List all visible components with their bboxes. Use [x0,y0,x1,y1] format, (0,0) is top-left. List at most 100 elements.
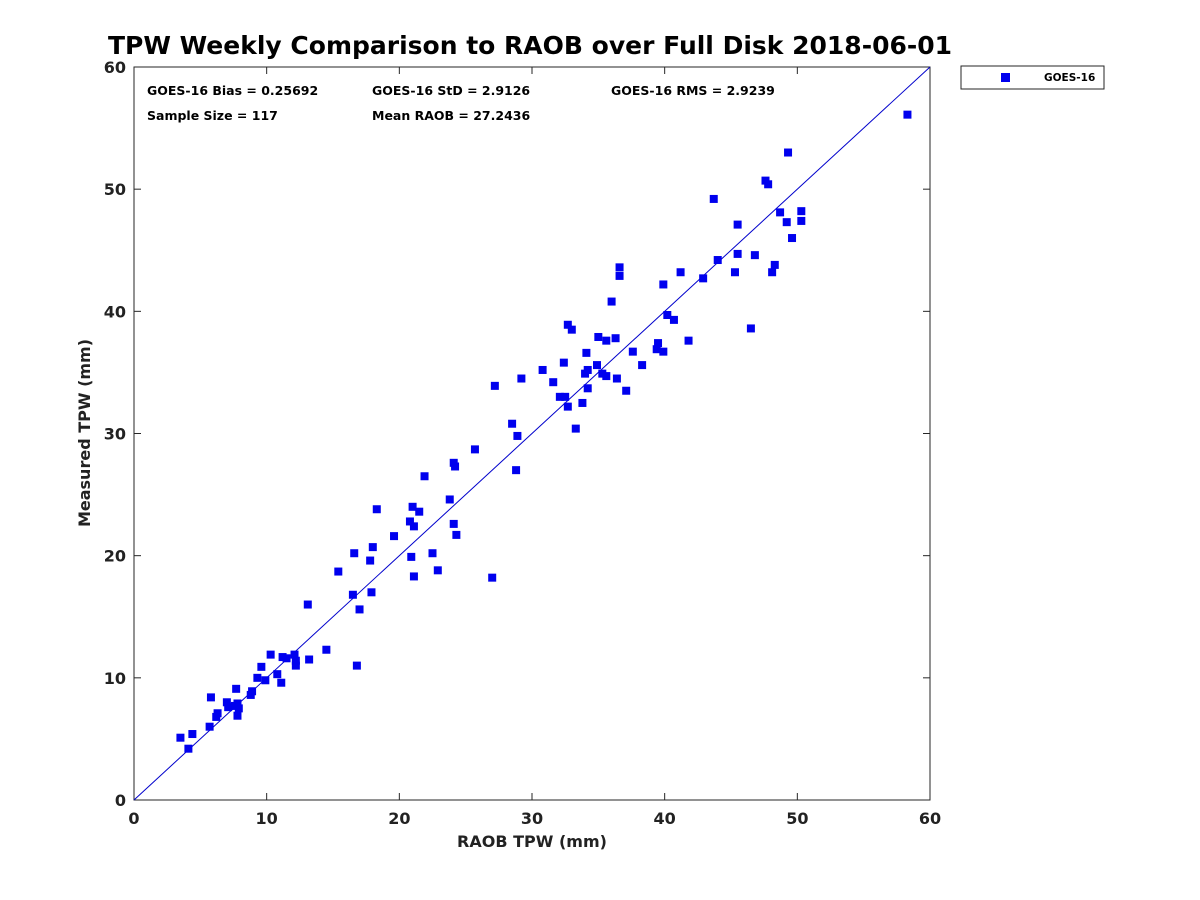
data-point [733,249,742,258]
data-point [428,549,437,558]
data-point [348,590,357,599]
data-point [266,650,275,659]
x-tick-label: 30 [521,809,543,828]
data-point [233,711,242,720]
data-point [445,495,454,504]
legend-marker [1001,73,1010,82]
data-point [253,673,262,682]
data-point [355,605,364,614]
data-point [222,698,231,707]
data-point [602,372,611,381]
data-point [490,381,499,390]
data-point [261,676,270,685]
data-point [663,310,672,319]
data-point [709,194,718,203]
data-point [567,325,576,334]
x-tick-label: 60 [919,809,941,828]
data-point [684,336,693,345]
data-point [420,472,429,481]
data-point [488,573,497,582]
data-point [305,655,314,664]
data-point [750,251,759,260]
y-tick-label: 20 [104,547,126,566]
data-point [638,361,647,370]
data-point [205,722,214,731]
data-point [407,552,416,561]
stat-mean-raob: Mean RAOB = 27.2436 [372,108,530,123]
data-point [713,256,722,265]
legend-box [960,65,1105,90]
stat-std: GOES-16 StD = 2.9126 [372,83,530,98]
data-point [563,402,572,411]
data-point [563,320,572,329]
data-point [559,358,568,367]
data-point [612,374,621,383]
data-point [699,274,708,283]
data-point [784,148,793,157]
data-point [257,662,266,671]
data-point [188,730,197,739]
data-point [611,334,620,343]
data-point [233,699,242,708]
data-point [291,661,300,670]
data-point [405,517,414,526]
data-point [408,502,417,511]
data-point [350,549,359,558]
data-point [176,733,185,742]
data-points [176,110,912,753]
data-point [290,650,299,659]
data-point [582,348,591,357]
data-point [372,505,381,514]
data-point [676,268,685,277]
data-point [303,600,312,609]
data-point [768,268,777,277]
data-point [415,507,424,516]
data-point [561,392,570,401]
data-point [797,216,806,225]
x-tick-label: 0 [128,809,139,828]
stat-bias: GOES-16 Bias = 0.25692 [147,83,318,98]
data-point [334,567,343,576]
data-point [730,268,739,277]
data-point [470,445,479,454]
chart-title: TPW Weekly Comparison to RAOB over Full … [108,31,952,60]
data-point [578,398,587,407]
data-point [282,654,291,663]
data-point [903,110,912,119]
data-point [206,693,215,702]
y-tick-label: 40 [104,302,126,321]
stat-rms: GOES-16 RMS = 2.9239 [611,83,775,98]
x-tick-label: 50 [786,809,808,828]
data-point [368,543,377,552]
data-point [451,462,460,471]
data-point [764,180,773,189]
data-point [602,336,611,345]
x-tick-label: 10 [256,809,278,828]
data-point [366,556,375,565]
data-point [776,208,785,217]
y-tick-label: 50 [104,180,126,199]
data-point [433,566,442,575]
data-point [508,419,517,428]
x-tick-label: 20 [388,809,410,828]
x-axis-label: RAOB TPW (mm) [457,832,607,851]
data-point [512,466,521,475]
data-point [733,220,742,229]
legend-label: GOES-16 [1044,72,1095,84]
data-point [607,297,616,306]
data-point [797,207,806,216]
data-point [593,361,602,370]
data-point [513,431,522,440]
data-point [659,347,668,356]
data-point [652,345,661,354]
data-point [352,661,361,670]
stat-sample-size: Sample Size = 117 [147,108,278,123]
y-tick-label: 10 [104,669,126,688]
data-point [571,424,580,433]
data-point [184,744,193,753]
y-tick-label: 30 [104,425,126,444]
data-point [615,263,624,272]
data-point [248,687,257,696]
data-point [555,392,564,401]
